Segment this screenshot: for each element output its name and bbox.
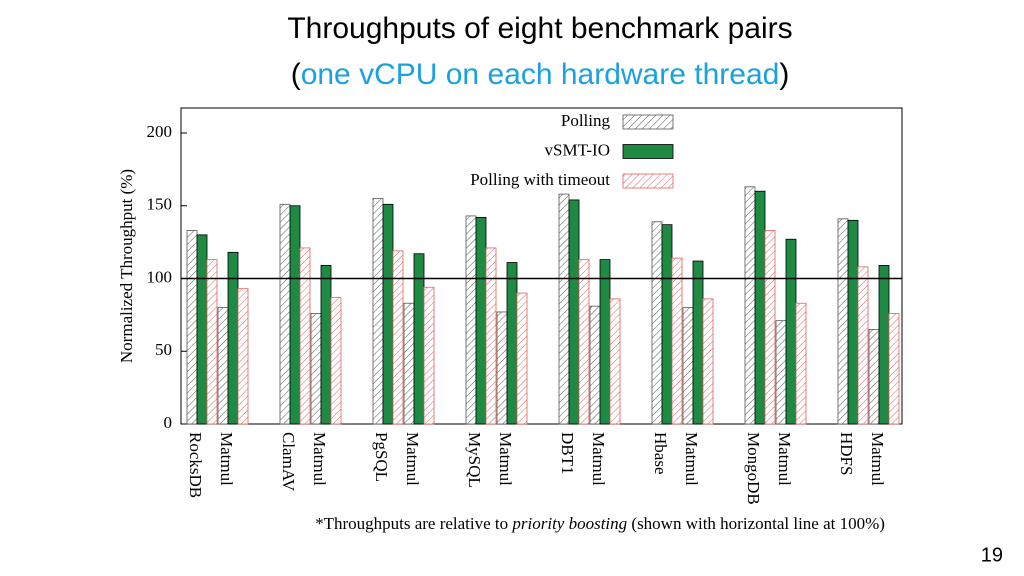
- footnote: *Throughputs are relative to priority bo…: [315, 514, 885, 533]
- bar: [837, 218, 849, 425]
- bar: [775, 320, 787, 425]
- bar: [279, 203, 291, 425]
- bar: [237, 288, 249, 425]
- bar: [661, 224, 673, 425]
- x-tick-label: PgSQL: [372, 432, 391, 482]
- plot-frame: [180, 107, 903, 425]
- bar: [516, 292, 528, 425]
- bar: [299, 247, 311, 425]
- y-tick-label: 200: [147, 122, 173, 141]
- bar: [217, 307, 229, 425]
- bar: [196, 234, 208, 425]
- legend-label: Polling with timeout: [470, 170, 610, 189]
- bar: [609, 298, 621, 425]
- bar: [475, 216, 487, 425]
- bar: [847, 219, 859, 425]
- bar: [496, 311, 508, 425]
- bar: [320, 265, 332, 425]
- subtitle: (one vCPU on each hardware thread): [291, 58, 790, 91]
- bar: [671, 257, 683, 425]
- bar: [702, 298, 714, 425]
- bar: [589, 305, 601, 425]
- footnote-text: *Throughputs are relative to: [315, 514, 512, 533]
- bar: [423, 286, 435, 425]
- bar: [682, 307, 694, 425]
- bar: [599, 259, 611, 425]
- x-tick-label: RocksDB: [186, 432, 205, 498]
- x-tick-label: Matmul: [217, 432, 236, 486]
- bar: [868, 329, 880, 425]
- x-tick-label: Matmul: [589, 432, 608, 486]
- bar: [289, 205, 301, 425]
- bar: [403, 302, 415, 425]
- bar: [330, 297, 342, 425]
- legend-label: vSMT-IO: [545, 140, 611, 159]
- bar: [506, 262, 518, 425]
- x-tick-label: Matmul: [496, 432, 515, 486]
- x-tick-label: Matmul: [310, 432, 329, 486]
- bar: [568, 199, 580, 425]
- bar: [413, 253, 425, 425]
- bar: [754, 190, 766, 425]
- bar: [795, 302, 807, 425]
- bar: [485, 247, 497, 425]
- y-tick-label: 0: [164, 413, 173, 432]
- x-tick-label: ClamAV: [279, 432, 298, 492]
- x-tick-label: Matmul: [403, 432, 422, 486]
- y-tick-label: 50: [155, 340, 172, 359]
- footnote-text: (shown with horizontal line at 100%): [627, 514, 885, 533]
- x-tick-label: Matmul: [682, 432, 701, 486]
- x-tick-label: MongoDB: [744, 432, 763, 505]
- subtitle-paren: ): [779, 58, 789, 91]
- legend-label: Polling: [561, 111, 611, 130]
- y-tick-label: 150: [147, 195, 173, 214]
- y-tick-label: 100: [147, 267, 173, 286]
- bar: [465, 215, 477, 425]
- bar: [744, 186, 756, 425]
- bar: [878, 265, 890, 425]
- subtitle-text: one vCPU on each hardware thread: [301, 58, 780, 91]
- footnote-emphasis: priority boosting: [511, 514, 627, 533]
- x-tick-label: DBT1: [558, 432, 577, 475]
- bar: [764, 230, 776, 425]
- title: Throughputs of eight benchmark pairs: [287, 12, 792, 45]
- legend-swatch: [622, 144, 674, 159]
- legend-swatch: [622, 173, 674, 189]
- bar: [372, 198, 384, 425]
- bar: [578, 259, 590, 425]
- x-tick-label: Matmul: [775, 432, 794, 486]
- bar: [558, 193, 570, 425]
- bar: [651, 221, 663, 425]
- x-tick-label: Hbase: [651, 432, 670, 474]
- bar: [888, 313, 900, 425]
- subtitle-paren: (: [291, 58, 301, 91]
- x-tick-label: MySQL: [465, 432, 484, 488]
- bar: [206, 259, 218, 425]
- bar: [186, 230, 198, 425]
- legend-swatch: [622, 114, 674, 130]
- bar: [392, 250, 404, 425]
- bar: [310, 313, 322, 425]
- x-tick-label: HDFS: [837, 432, 856, 475]
- bar: [382, 203, 394, 425]
- page-number: 19: [981, 544, 1003, 566]
- x-tick-label: Matmul: [868, 432, 887, 486]
- y-axis-label: Normalized Throughput (%): [117, 169, 136, 363]
- bar: [857, 266, 869, 425]
- bar: [785, 238, 797, 425]
- bar: [692, 260, 704, 425]
